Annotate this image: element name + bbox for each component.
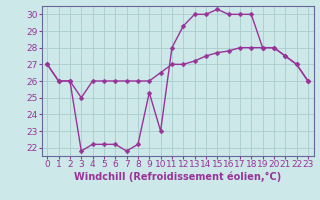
X-axis label: Windchill (Refroidissement éolien,°C): Windchill (Refroidissement éolien,°C) — [74, 172, 281, 182]
